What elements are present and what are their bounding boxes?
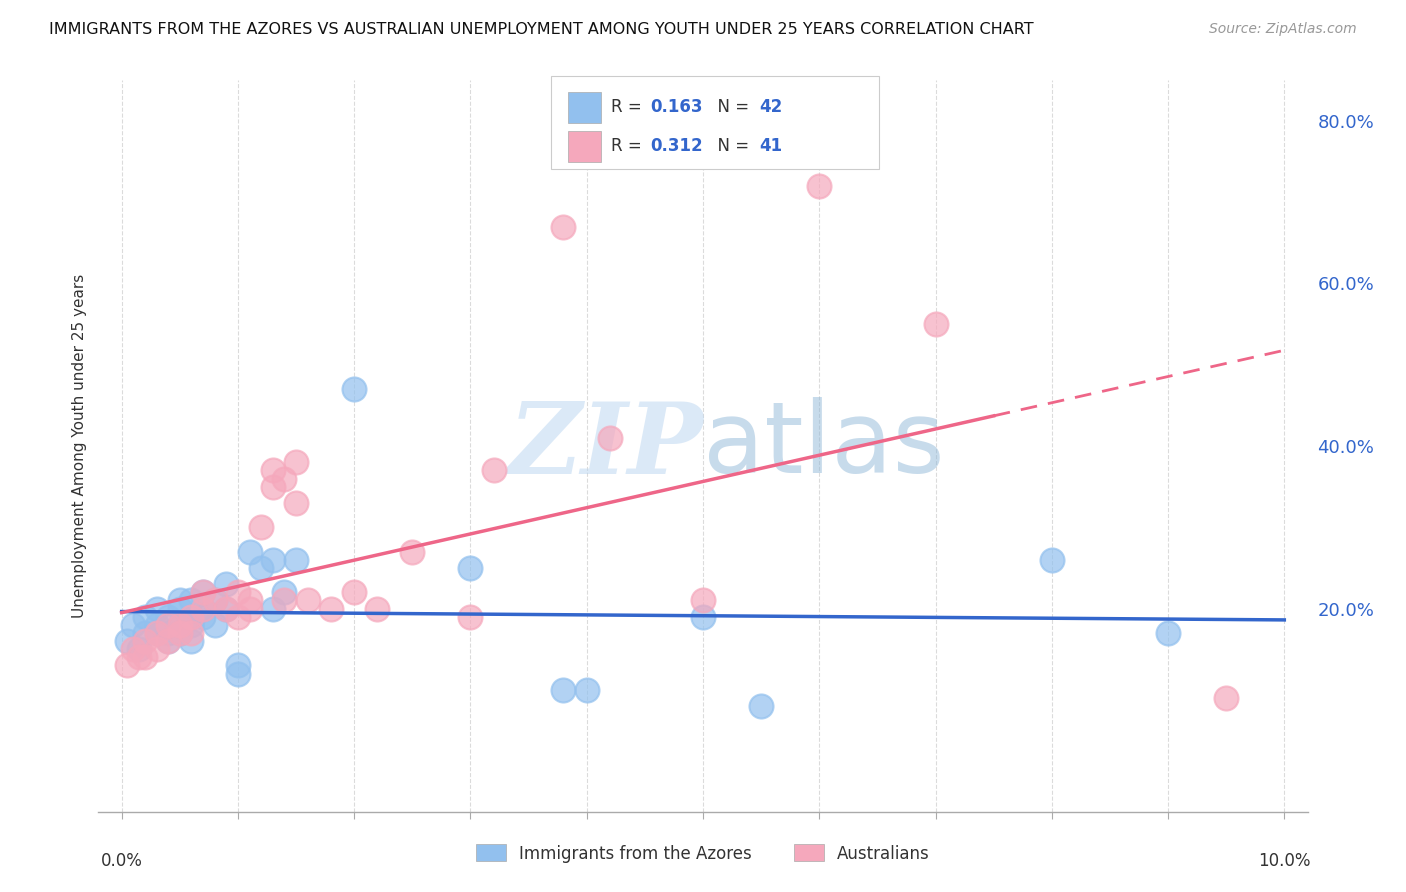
Point xyxy=(169,626,191,640)
Text: atlas: atlas xyxy=(703,398,945,494)
Point xyxy=(250,561,273,575)
Point xyxy=(226,666,249,681)
Point xyxy=(180,626,202,640)
Point xyxy=(401,544,423,558)
Point xyxy=(366,601,388,615)
Point xyxy=(250,520,273,534)
Point xyxy=(215,601,238,615)
Text: 41: 41 xyxy=(759,137,782,155)
Point xyxy=(145,601,167,615)
Point xyxy=(285,553,308,567)
Point xyxy=(808,178,831,193)
Point xyxy=(482,463,505,477)
Point xyxy=(1040,553,1063,567)
Point xyxy=(599,431,621,445)
Point xyxy=(460,561,482,575)
Point xyxy=(262,463,284,477)
Point xyxy=(273,585,295,599)
Point xyxy=(692,593,714,607)
Point xyxy=(239,544,262,558)
Point xyxy=(226,609,249,624)
Point xyxy=(169,593,191,607)
Y-axis label: Unemployment Among Youth under 25 years: Unemployment Among Youth under 25 years xyxy=(72,274,87,618)
Point xyxy=(191,601,214,615)
Point xyxy=(157,634,180,648)
Text: IMMIGRANTS FROM THE AZORES VS AUSTRALIAN UNEMPLOYMENT AMONG YOUTH UNDER 25 YEARS: IMMIGRANTS FROM THE AZORES VS AUSTRALIAN… xyxy=(49,22,1033,37)
Point xyxy=(319,601,342,615)
Point xyxy=(204,593,226,607)
Text: Source: ZipAtlas.com: Source: ZipAtlas.com xyxy=(1209,22,1357,37)
Point xyxy=(239,593,262,607)
Text: 0.163: 0.163 xyxy=(651,98,703,116)
Point xyxy=(204,593,226,607)
Point xyxy=(117,658,139,673)
Point xyxy=(122,617,145,632)
Point xyxy=(134,634,156,648)
Point xyxy=(145,626,167,640)
Text: N =: N = xyxy=(707,137,754,155)
Point xyxy=(692,609,714,624)
Point xyxy=(180,617,202,632)
Point xyxy=(134,650,156,665)
Point xyxy=(273,471,295,485)
Point xyxy=(749,699,772,714)
Point xyxy=(215,577,238,591)
Point xyxy=(145,617,167,632)
Point xyxy=(117,634,139,648)
Text: ZIP: ZIP xyxy=(508,398,703,494)
Point xyxy=(285,455,308,469)
Point xyxy=(169,617,191,632)
Point xyxy=(553,682,575,697)
Point xyxy=(226,658,249,673)
Point xyxy=(1215,690,1237,705)
Point xyxy=(180,634,202,648)
Point xyxy=(128,650,150,665)
Point xyxy=(204,617,226,632)
Point xyxy=(343,585,366,599)
Point xyxy=(239,601,262,615)
Point xyxy=(128,642,150,657)
Point xyxy=(157,609,180,624)
Point xyxy=(297,593,319,607)
Point xyxy=(262,601,284,615)
Point xyxy=(273,593,295,607)
Point xyxy=(134,609,156,624)
Text: 0.312: 0.312 xyxy=(651,137,703,155)
Point xyxy=(157,617,180,632)
Text: N =: N = xyxy=(707,98,754,116)
Point xyxy=(343,382,366,396)
Point xyxy=(169,617,191,632)
Point xyxy=(180,609,202,624)
Point xyxy=(157,626,180,640)
Point xyxy=(145,626,167,640)
Point xyxy=(191,585,214,599)
Point xyxy=(262,553,284,567)
Point xyxy=(460,609,482,624)
Point xyxy=(215,601,238,615)
Text: 0.0%: 0.0% xyxy=(101,852,142,870)
Legend: Immigrants from the Azores, Australians: Immigrants from the Azores, Australians xyxy=(470,838,936,869)
Text: R =: R = xyxy=(612,98,647,116)
Point xyxy=(191,585,214,599)
Point xyxy=(924,317,946,331)
Text: 42: 42 xyxy=(759,98,782,116)
Point xyxy=(226,585,249,599)
Point xyxy=(575,682,598,697)
Point xyxy=(191,601,214,615)
Text: R =: R = xyxy=(612,137,647,155)
Point xyxy=(145,642,167,657)
Text: 10.0%: 10.0% xyxy=(1258,852,1310,870)
Point xyxy=(553,219,575,234)
Point xyxy=(262,480,284,494)
Point xyxy=(169,601,191,615)
Point xyxy=(191,609,214,624)
Point xyxy=(169,626,191,640)
Point xyxy=(157,634,180,648)
Point xyxy=(180,593,202,607)
Point xyxy=(122,642,145,657)
Point xyxy=(1157,626,1180,640)
Point xyxy=(134,626,156,640)
Point xyxy=(180,609,202,624)
Point xyxy=(285,496,308,510)
